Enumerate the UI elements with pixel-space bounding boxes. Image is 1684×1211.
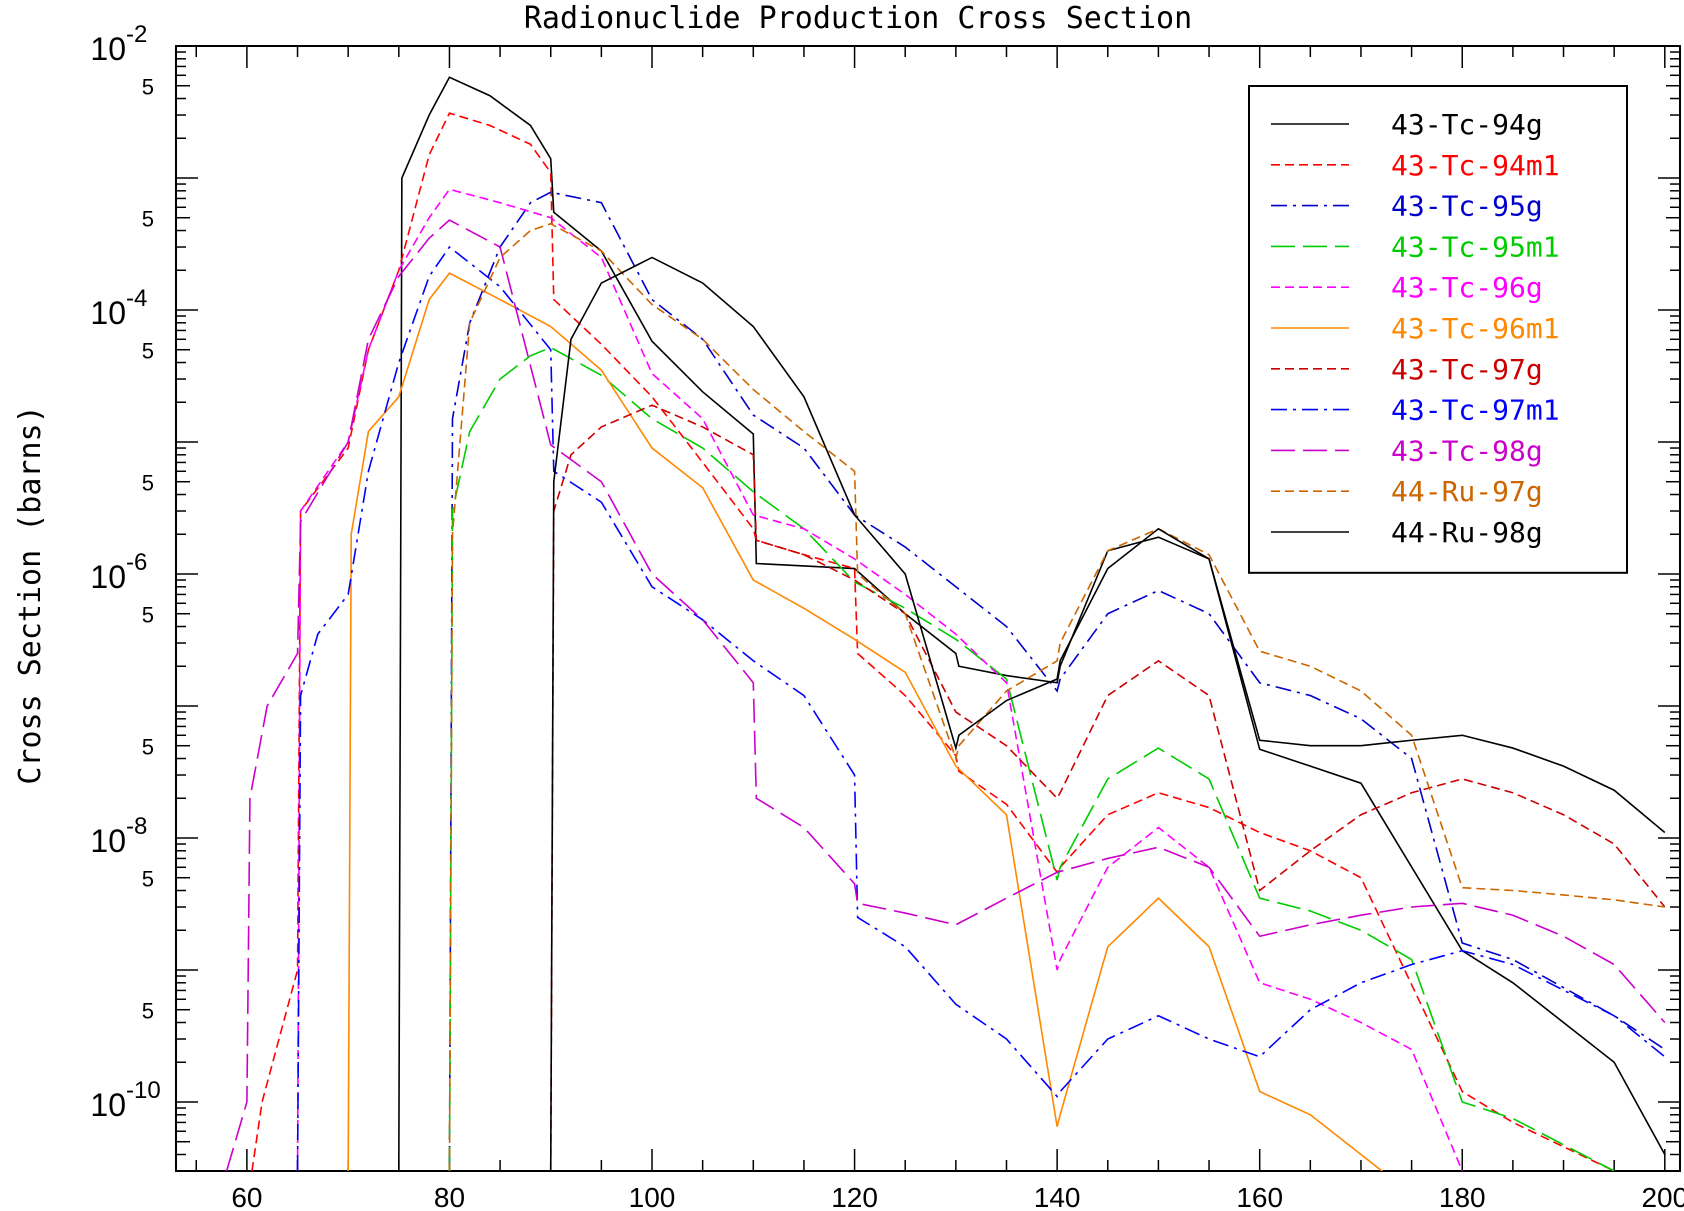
x-tick-label: 200: [1641, 1182, 1684, 1211]
y-decade-base: 10: [90, 823, 126, 859]
legend-label: 43-Tc-96m1: [1391, 312, 1560, 345]
y-minor-label: 5: [142, 867, 154, 892]
y-decade-label: 10 -2: [90, 21, 147, 67]
y-decade-label: 10 -8: [90, 813, 147, 859]
y-decade-exponent: -10: [126, 1077, 161, 1104]
legend-label: 43-Tc-98g: [1391, 434, 1543, 467]
x-tick-label: 80: [434, 1182, 465, 1211]
y-decade-base: 10: [90, 31, 126, 67]
series-line-43-tc-96m1: [347, 272, 1384, 1171]
plot-area: 60 80 100 120 140 160 180 20010-210-410-610-810…: [90, 21, 1684, 1211]
y-decade-label: 10 -4: [90, 285, 147, 331]
y-minor-label: 5: [142, 603, 154, 628]
legend-box: [1248, 85, 1628, 574]
legend-label: 44-Ru-97g: [1391, 475, 1543, 508]
y-decade-exponent: -8: [126, 813, 147, 840]
series-line-43-tc-97g: [549, 404, 1666, 1171]
legend-label: 43-Tc-94g: [1391, 108, 1543, 141]
legend-label: 44-Ru-98g: [1391, 516, 1543, 549]
y-decade-exponent: -2: [126, 21, 147, 48]
x-tick-label: 100: [629, 1182, 676, 1211]
y-minor-label: 5: [142, 207, 154, 232]
legend-label: 43-Tc-94m1: [1391, 149, 1560, 182]
y-decade-exponent: -6: [126, 549, 147, 576]
legend-label: 43-Tc-97g: [1391, 353, 1543, 386]
y-minor-label: 5: [142, 999, 154, 1024]
y-decade-base: 10: [90, 559, 126, 595]
y-minor-label: 5: [142, 75, 154, 100]
y-decade-label: 10 -10: [90, 1077, 160, 1123]
y-minor-label: 5: [142, 339, 154, 364]
x-tick-label: 180: [1439, 1182, 1486, 1211]
series-line-44-ru-97g: [448, 222, 1665, 1171]
x-tick-label: 60: [231, 1182, 262, 1211]
x-tick-label: 160: [1236, 1182, 1283, 1211]
x-tick-label: 140: [1034, 1182, 1081, 1211]
y-decade-exponent: -4: [126, 285, 147, 312]
series-line-43-tc-96g: [296, 188, 1463, 1171]
series-line-43-tc-97m1: [296, 245, 1666, 1171]
y-decade-base: 10: [90, 1087, 126, 1123]
plot-frame: [175, 45, 1681, 1172]
y-minor-label: 5: [142, 471, 154, 496]
series-line-44-ru-98g: [549, 256, 1666, 1171]
y-decade-label: 10 -6: [90, 549, 147, 595]
x-tick-label: 120: [831, 1182, 878, 1211]
legend: 43-Tc-94g 43-Tc-94m1 43-Tc-95g 43-Tc-95m1 43…: [1248, 85, 1628, 574]
chart-title: Radionuclide Production Cross Section: [524, 1, 1192, 36]
legend-label: 43-Tc-95g: [1391, 190, 1543, 223]
series-layer: [225, 76, 1666, 1171]
y-decade-base: 10: [90, 295, 126, 331]
legend-label: 43-Tc-96g: [1391, 271, 1543, 304]
legend-label: 43-Tc-95m1: [1391, 230, 1560, 263]
legend-label: 43-Tc-97m1: [1391, 394, 1560, 427]
y-minor-label: 5: [142, 735, 154, 760]
series-line-43-tc-98g: [225, 219, 1666, 1171]
y-axis-title: Cross Section (barns): [13, 405, 48, 784]
series-line-43-tc-95m1: [448, 346, 1615, 1171]
series-line-43-tc-95g: [448, 191, 1666, 1171]
